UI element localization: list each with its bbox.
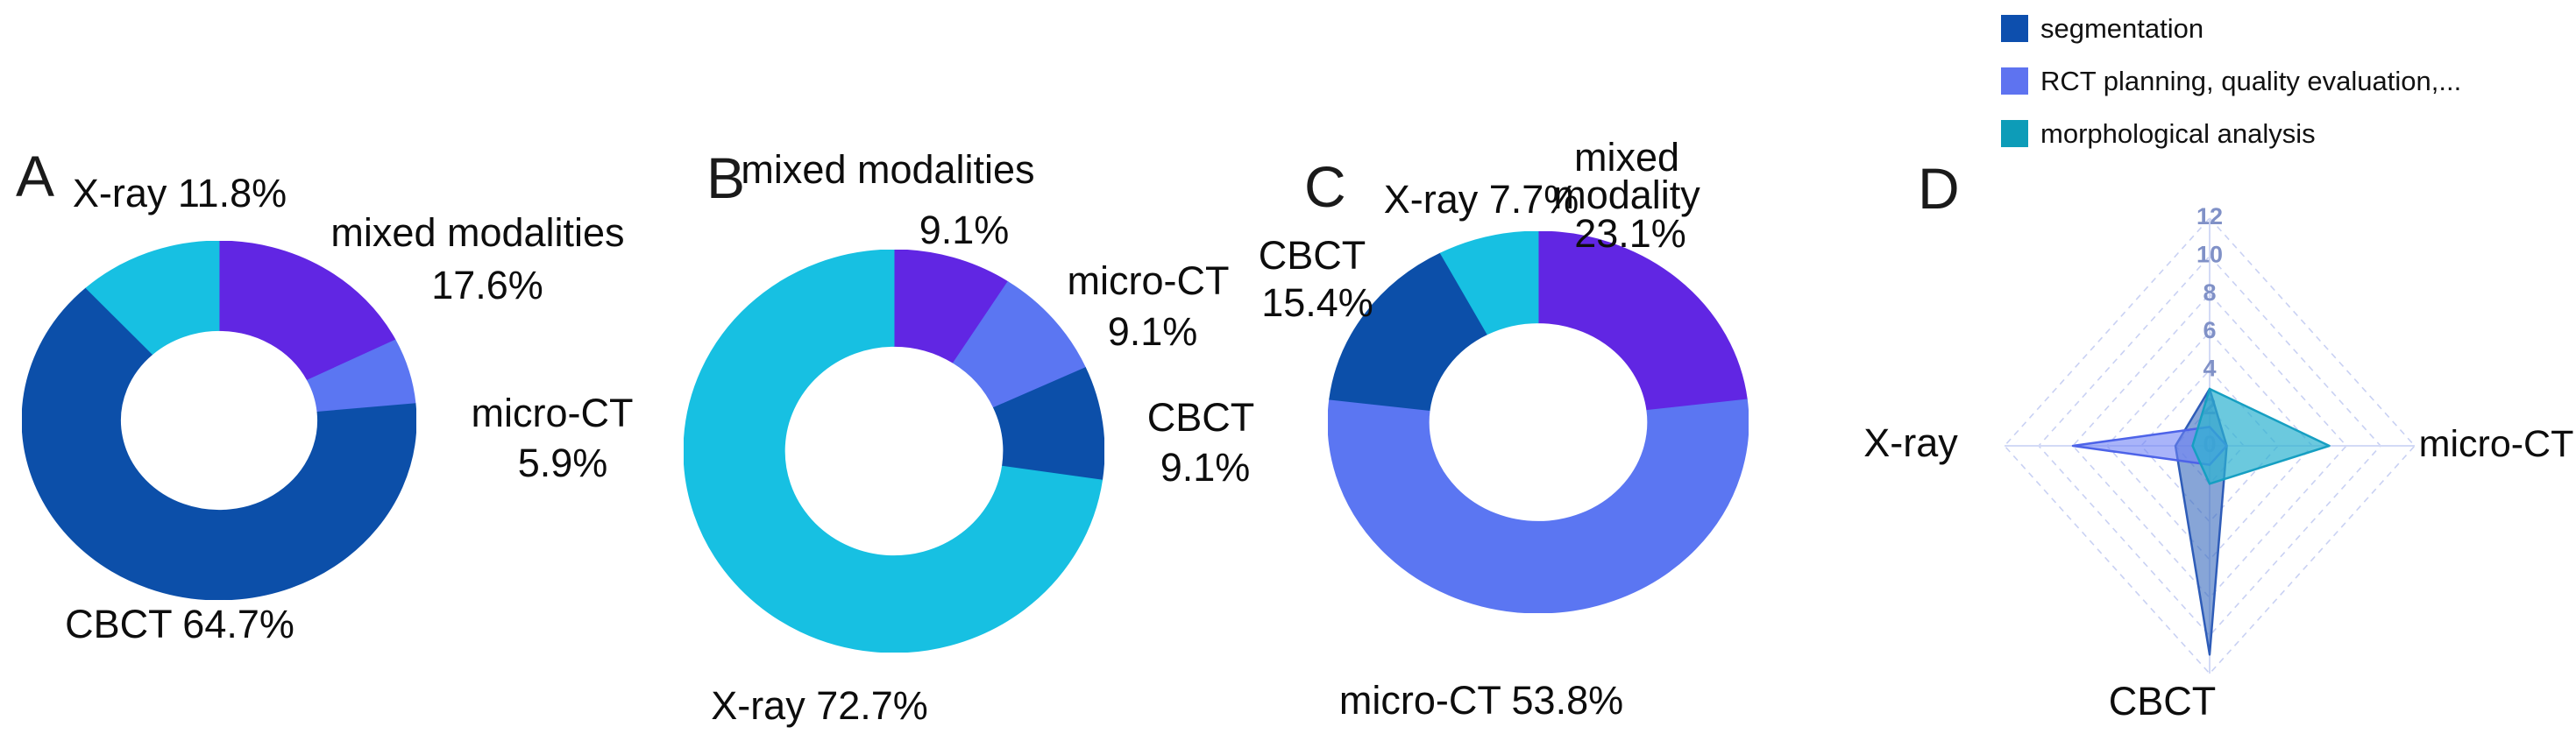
pie-slice-a-2 [22,287,416,600]
slice-value-a-mixed: 17.6% [431,262,543,307]
radar-tick-label-6: 6 [2203,317,2216,343]
slice-label-a-microct: micro-CT [471,390,634,435]
slice-label-a-cbct: CBCT 64.7% [65,601,295,646]
legend: segmentation RCT planning, quality evalu… [2001,12,2461,149]
legend-label-segmentation: segmentation [2040,12,2204,44]
slice-label-c-cbct: CBCT [1258,232,1366,278]
legend-swatch-morphological-analysis-icon [2001,119,2028,147]
slice-label-a-xray: X-ray 11.8% [72,170,287,215]
donut-chart-rct-planning [684,250,1104,653]
slice-label-b-mixed: mixed modalities [741,146,1035,192]
donut-chart-segmentation [22,241,416,600]
panel-letter-a: A [16,144,55,208]
pie-slice-a-0 [218,241,396,381]
donut-chart-morphological-analysis [1328,231,1749,613]
slice-value-c-cbct: 15.4% [1261,279,1373,325]
pie-slice-b-3 [684,250,1103,653]
slice-label-a-mixed: mixed modalities [330,209,625,255]
slice-value-b-microct: 9.1% [1107,308,1198,354]
legend-item-segmentation: segmentation [2001,12,2461,44]
radar-axis-label-microct: micro-CT [2418,422,2574,465]
radar-tick-label-10: 10 [2196,241,2223,267]
radar-axis-label-cbct: CBCT [2108,678,2217,723]
pie-slice-a-3 [85,241,220,355]
slice-label-c-xray: X-ray 7.7% [1383,176,1579,222]
radar-tick-label-12: 12 [2196,203,2223,229]
slice-value-b-mixed: 9.1% [919,207,1010,252]
pie-slice-c-3 [1439,231,1539,335]
legend-label-morphological-analysis: morphological analysis [2040,117,2316,149]
slice-value-c-mixed: 23.1% [1574,210,1686,256]
slice-label-b-xray: X-ray 72.7% [711,682,928,728]
radar-tick-label-4: 4 [2203,355,2216,381]
panel-letter-c: C [1304,154,1346,219]
slice-label-b-cbct: CBCT [1146,394,1255,440]
pie-slice-c-0 [1537,231,1748,411]
radar-series-2 [2191,387,2331,485]
slice-value-b-cbct: 9.1% [1160,444,1251,490]
slice-label-c-mixed-line2: modality [1553,172,1700,217]
radar-axis-label-xray: X-ray [1863,420,1958,465]
pie-slice-c-2 [1329,252,1488,411]
slice-label-c-mixed-line1: mixed [1573,134,1680,180]
panel-letter-d: D [1918,156,1960,221]
legend-swatch-segmentation-icon [2001,14,2028,42]
slice-value-a-microct: 5.9% [517,440,608,485]
panel-letter-b: B [706,145,746,210]
legend-item-rct-planning: RCT planning, quality evaluation,... [2001,65,2461,96]
legend-label-rct-planning: RCT planning, quality evaluation,... [2040,65,2462,96]
legend-item-morphological-analysis: morphological analysis [2001,117,2461,149]
legend-swatch-rct-planning-icon [2001,67,2028,95]
slice-label-b-microct: micro-CT [1067,258,1230,303]
slice-label-c-microct: micro-CT 53.8% [1338,677,1624,723]
pie-slice-c-1 [1328,399,1749,613]
radar-tick-label-8: 8 [2203,279,2216,306]
radar-chart-modalities: 024681012 [2003,203,2416,675]
